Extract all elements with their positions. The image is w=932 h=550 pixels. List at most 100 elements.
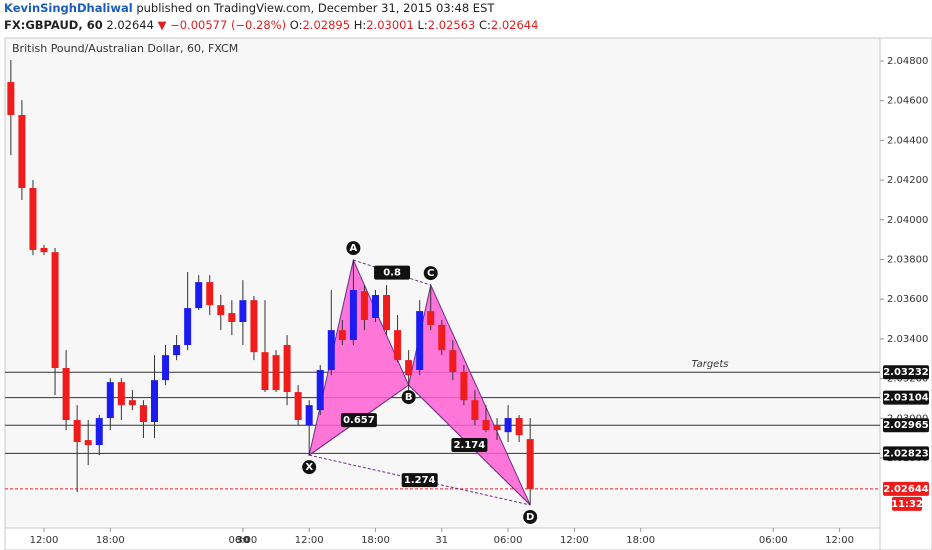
last-price-label: 2.02644	[883, 484, 929, 495]
pattern-ratio-box	[401, 473, 438, 488]
ohlc: O:2.02895 H:2.03001 L:2.02563 C:2.02644	[290, 18, 539, 32]
last-price-label-box	[883, 481, 929, 496]
candle-body	[460, 372, 468, 401]
candle-body	[515, 418, 523, 436]
x-tick-label: 18:00	[96, 535, 125, 546]
candle-body	[482, 420, 490, 431]
candle-body	[73, 420, 81, 443]
level-label: 2.03104	[883, 393, 929, 404]
pattern-ratio-box	[340, 413, 377, 428]
candle-body	[294, 392, 302, 421]
y-tick-label: 2.04400	[887, 135, 928, 146]
y-tick-label: 2.03600	[887, 294, 928, 305]
x-tick-label: 18:00	[361, 535, 390, 546]
candle-body	[62, 368, 70, 421]
ohlc-value: 2.02895	[302, 18, 351, 32]
ohlc-value: 2.03001	[366, 18, 414, 32]
pattern-ratio-box	[374, 265, 411, 280]
candle-body	[305, 405, 313, 426]
price-axis	[879, 37, 932, 550]
pattern-point-box	[302, 460, 317, 475]
x-tick-label: 12:00	[30, 535, 59, 546]
candle-body	[162, 355, 170, 381]
x-tick-label: 12:00	[295, 535, 324, 546]
time-axis	[4, 527, 881, 550]
candle-body	[449, 350, 457, 373]
candle-body	[471, 400, 479, 421]
ohlc-value: 2.02563	[427, 18, 476, 32]
pattern-point-box	[401, 390, 416, 405]
level-label-box	[883, 418, 929, 433]
pattern-ratio: 1.274	[404, 475, 436, 486]
pattern-point-label: X	[305, 462, 313, 473]
x-tick-label: 06:00	[759, 535, 788, 546]
x-tick-label: 06:00	[494, 535, 523, 546]
candle-body	[504, 418, 512, 433]
ohlc-value: 2.02644	[490, 18, 539, 32]
candle-body	[427, 311, 435, 325]
x-tick-label: 30	[236, 535, 250, 546]
author[interactable]: KevinSinghDhaliwal	[4, 1, 133, 15]
candle-body	[283, 345, 291, 393]
pattern-ratio-box	[451, 438, 488, 453]
x-tick-label: 12:00	[825, 535, 854, 546]
pattern-leg	[309, 454, 531, 506]
countdown: 11:32	[891, 499, 923, 510]
level-label-box	[883, 365, 929, 380]
y-tick-label: 2.04000	[887, 215, 928, 226]
candle-body	[438, 324, 446, 351]
targets-label: Targets	[692, 359, 729, 370]
candle-body	[117, 382, 125, 406]
ohlc-label: L:	[417, 18, 428, 32]
candle-body	[493, 425, 501, 431]
x-tick-label: 18:00	[626, 535, 655, 546]
candle-body	[272, 355, 280, 391]
candle-body	[217, 305, 225, 316]
header: KevinSinghDhaliwal published on TradingV…	[4, 0, 924, 34]
candle-body	[106, 382, 114, 419]
candle-body	[184, 308, 192, 346]
candle-body	[195, 282, 203, 309]
publish-line: KevinSinghDhaliwal published on TradingV…	[4, 0, 924, 17]
candle-body	[29, 188, 37, 250]
x-tick-label: 12:00	[560, 535, 589, 546]
pattern-point-label: C	[427, 268, 434, 279]
candle-body	[394, 330, 402, 361]
pattern-point-box	[523, 509, 538, 524]
x-tick-label: 06:00	[228, 535, 257, 546]
pattern-point-box	[423, 266, 438, 281]
candle-body	[405, 360, 413, 376]
y-tick-label: 2.04800	[887, 56, 928, 67]
candle-body	[239, 300, 247, 322]
pattern-point-label: A	[350, 243, 358, 254]
candle-body	[128, 400, 136, 406]
candle-body	[7, 82, 15, 116]
quote-line: FX:GBPAUD, 60 2.02644 ▼ −0.00577 (−0.28%…	[4, 17, 924, 34]
level-label: 2.02965	[883, 420, 929, 431]
candle-body	[250, 300, 258, 353]
chart-title: British Pound/Australian Dollar, 60, FXC…	[12, 42, 238, 55]
level-label: 2.03232	[883, 367, 929, 378]
level-label-box	[883, 446, 929, 461]
pattern-point-label: D	[526, 512, 534, 523]
x-tick-label: 31	[435, 535, 448, 546]
countdown-box	[892, 496, 922, 511]
plot-area	[4, 37, 881, 529]
candle-body	[349, 290, 357, 341]
candle-body	[206, 282, 214, 306]
y-tick-label: 2.03800	[887, 254, 928, 265]
pattern-ratio: 2.174	[454, 440, 486, 451]
candle-body	[316, 370, 324, 411]
level-label: 2.02823	[883, 448, 929, 459]
published: published on TradingView.com, December 3…	[136, 1, 495, 15]
candle-body	[150, 380, 158, 423]
candle-body	[416, 311, 424, 371]
level-label-box	[883, 390, 929, 405]
y-tick-label: 2.04600	[887, 96, 928, 107]
ohlc-label: C:	[478, 18, 491, 32]
candle-body	[139, 405, 147, 423]
ohlc-label: H:	[353, 18, 367, 32]
change: ▼ −0.00577 (−0.28%)	[157, 18, 287, 32]
